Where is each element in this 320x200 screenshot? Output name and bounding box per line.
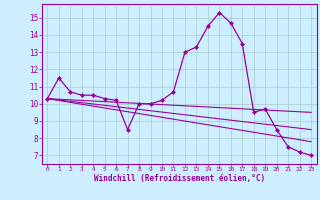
X-axis label: Windchill (Refroidissement éolien,°C): Windchill (Refroidissement éolien,°C) xyxy=(94,174,265,183)
